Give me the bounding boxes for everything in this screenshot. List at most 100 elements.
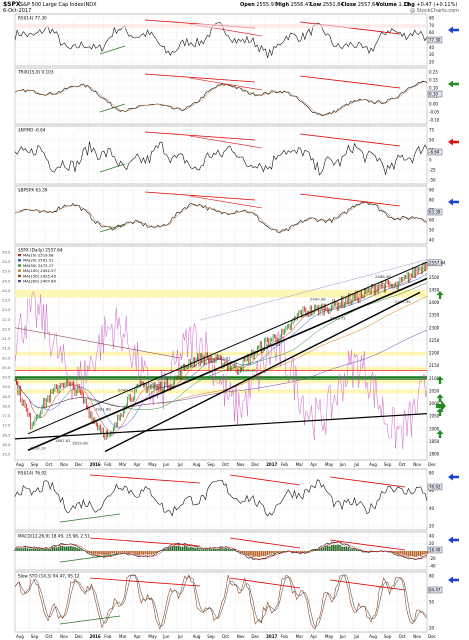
- vix-tick-label: 24.5: [2, 278, 11, 283]
- vix-tick-label: 16.5: [2, 432, 11, 437]
- x-axis-label-bottom: Dec: [251, 634, 259, 639]
- x-axis-label-bottom: Apr: [134, 634, 141, 639]
- panel-label-trix: TRIX(15,9) 0.103: [17, 70, 54, 75]
- price-annotation: 2352.72: [330, 315, 346, 320]
- resistance-trendline: [89, 474, 201, 484]
- blue-arrow-icon: [448, 576, 459, 584]
- price-tick-label: 2150: [429, 363, 440, 368]
- price-annotation: 2417.35: [395, 299, 411, 304]
- x-axis-label: Oct: [45, 462, 52, 467]
- red-arrow-icon: [448, 138, 459, 146]
- price-annotation: 2134.72: [180, 363, 196, 368]
- lower-tick-label: 50: [429, 600, 435, 605]
- resistance-trendline: [89, 537, 201, 547]
- ma-legend-label: MA(10) 2519.08: [23, 253, 54, 258]
- x-axis-label-bottom: Jul: [353, 634, 359, 639]
- x-axis-label: Apr: [310, 462, 317, 467]
- support-band: [15, 351, 427, 356]
- watermark: @ StockCharts.com: [410, 8, 460, 14]
- lower-tick-label: 80: [429, 471, 435, 476]
- green-arrow-icon: [448, 80, 459, 88]
- ma-legend-label: MA(50) 2472.17: [23, 263, 54, 268]
- quote-low: Low 2551.84: [310, 1, 344, 8]
- vix-tick-label: 20.5: [2, 355, 11, 360]
- panel-value-tag-box: [427, 208, 443, 216]
- x-axis-label: Apr: [134, 462, 141, 467]
- vix-tick-label: 16.0: [2, 442, 11, 447]
- legend-swatch: [18, 259, 21, 262]
- x-axis-label: 2016: [90, 462, 101, 467]
- x-axis-label-bottom: Nov: [413, 634, 421, 639]
- x-axis-label-bottom: Apr: [310, 634, 317, 639]
- support-band: [15, 389, 427, 394]
- x-axis-label-bottom: Mar: [119, 634, 127, 639]
- price-tick-label: 1850: [429, 439, 440, 444]
- price-value-tag: 2557.64: [429, 260, 446, 265]
- resistance-trendline: [189, 195, 263, 209]
- vix-line: [14, 291, 428, 450]
- resistance-trendline: [14, 327, 181, 359]
- panel-value-tag: 94.47: [429, 588, 441, 593]
- panel-label-macd: MACD(12,26,9) 18.49, 15.98, 2.51: [18, 534, 90, 539]
- price-annotation: 1810.10: [30, 445, 46, 450]
- panel-value-tag: 63.39: [429, 210, 441, 215]
- lower-tick-label: -20: [429, 556, 436, 561]
- indicator-tick-label: 60: [429, 218, 435, 223]
- resistance-trendline: [89, 577, 201, 587]
- up-arrow-icon: [436, 376, 444, 384]
- panel-value-tag-box: [427, 483, 443, 491]
- chart-date: 6-Oct-2017: [3, 8, 32, 14]
- price-annotation: 2093.28: [140, 381, 156, 386]
- resistance-trendline: [189, 77, 263, 91]
- macd-signal-line: [14, 541, 428, 560]
- exchange: INDX: [84, 1, 97, 8]
- panel-value-tag-box: [427, 586, 443, 594]
- x-axis-label-bottom: Jul: [177, 634, 183, 639]
- x-axis-label: Jun: [339, 462, 347, 467]
- indicator-line-bpi: [14, 141, 428, 176]
- price-annotation: 1867.61: [55, 438, 71, 443]
- indicator-line-trix: [14, 80, 428, 116]
- x-axis-label: May: [325, 462, 334, 467]
- x-axis-label-bottom: Feb: [281, 634, 289, 639]
- panel-label-sto: Slow STO (14,3) 94.47, 95.12: [18, 574, 80, 579]
- panel-label-bg: [17, 15, 79, 21]
- x-axis-label: Dec: [75, 462, 83, 467]
- x-axis-label: Sep: [31, 462, 39, 467]
- up-arrow-icon: [436, 394, 444, 402]
- panel-label-bpi: $NYMO -6.64: [18, 128, 46, 133]
- up-arrow-icon: [436, 291, 444, 299]
- indicator-tick-label: 50: [429, 138, 435, 143]
- price-tick-label: 2050: [429, 388, 440, 393]
- macd-line: [14, 541, 428, 561]
- panel-value-tag-box: [427, 148, 443, 156]
- x-axis-label-bottom: Sep: [384, 634, 392, 639]
- vix-tick-label: 22.5: [2, 317, 11, 322]
- vix-tick-label: 17.0: [2, 423, 11, 428]
- legend-swatch: [18, 264, 21, 267]
- index-name: S&P 500 Large Cap Index: [20, 1, 84, 8]
- vix-tick-label: 19.0: [2, 384, 11, 389]
- x-axis-label-bottom: Feb: [104, 634, 112, 639]
- support-line: [15, 376, 427, 379]
- vix-tick-label: 15.5: [2, 452, 11, 457]
- quote-volume: Volume 1.1B: [376, 1, 410, 8]
- x-axis-label: Dec: [428, 462, 436, 467]
- panel-label-rsi2: RSI(14) 76.92: [18, 471, 47, 476]
- x-axis-label-bottom: Nov: [237, 634, 245, 639]
- indicator-line-rsi2: [14, 479, 428, 517]
- lower-tick-label: 20: [429, 524, 435, 529]
- support-trendline: [99, 163, 126, 173]
- x-axis-label: Oct: [399, 462, 406, 467]
- panel-value-tag: 18.49: [429, 548, 441, 553]
- vix-tick-label: 24.0: [2, 288, 11, 293]
- sto-signal-line: [14, 574, 428, 628]
- lower-tick-label: 40: [429, 506, 435, 511]
- blue-arrow-icon: [448, 26, 459, 34]
- support-trendline: [99, 103, 126, 113]
- indicator-tick-label: 40: [429, 238, 435, 243]
- resistance-trendline: [229, 577, 301, 589]
- support-trendline: [59, 553, 121, 563]
- signal-line-breadth: [14, 202, 428, 232]
- right-arrow-icon: [436, 400, 446, 412]
